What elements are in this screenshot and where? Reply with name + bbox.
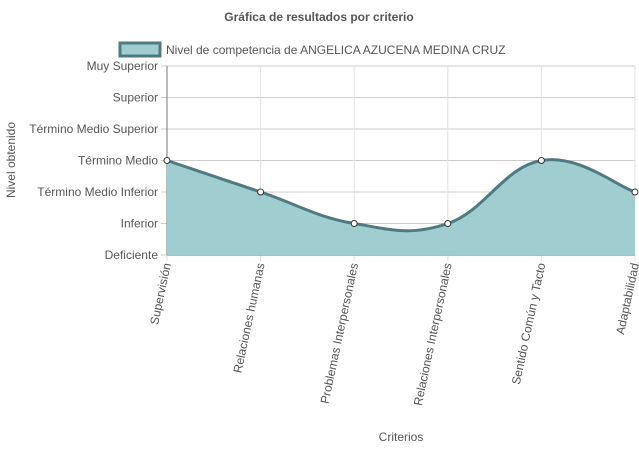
chart-title: Gráfica de resultados por criterio xyxy=(224,10,413,24)
data-point[interactable] xyxy=(444,220,452,227)
data-point[interactable] xyxy=(163,157,171,164)
y-tick-label: Muy Superior xyxy=(87,59,158,73)
y-tick-label: Término Medio Superior xyxy=(29,122,158,136)
series-fill xyxy=(167,159,635,255)
x-tick-label: Supervisión xyxy=(147,262,174,326)
legend-label: Nivel de competencia de ANGELICA AZUCENA… xyxy=(166,43,505,57)
y-tick-label: Superior xyxy=(113,91,158,105)
y-axis-label: Nivel obtenido xyxy=(4,122,18,198)
x-axis: Supervisión Relaciones humanas Problemas I… xyxy=(147,261,639,406)
legend[interactable]: Nivel de competencia de ANGELICA AZUCENA… xyxy=(118,41,505,58)
x-tick-label: Relaciones Interpersonales xyxy=(411,262,455,407)
y-tick-label: Término Medio xyxy=(78,154,158,168)
y-tick-label: Deficiente xyxy=(105,248,159,262)
series-area xyxy=(166,158,636,255)
x-tick-label: Sentido Común y Tacto xyxy=(509,261,549,385)
y-axis: Deficiente Inferior Término Medio Inferior… xyxy=(29,59,158,262)
series-line xyxy=(166,158,636,233)
data-point[interactable] xyxy=(537,157,545,164)
y-tick-label: Inferior xyxy=(121,217,158,231)
x-axis-label: Criterios xyxy=(379,430,424,444)
data-points[interactable] xyxy=(163,157,639,227)
x-tick-label: Problemas Interpersonales xyxy=(318,262,362,405)
x-tick-label: Relaciones humanas xyxy=(231,262,268,375)
x-tick-label: Adaptabilidad xyxy=(613,262,639,336)
data-point[interactable] xyxy=(350,220,358,227)
data-point[interactable] xyxy=(257,188,265,196)
data-point[interactable] xyxy=(631,188,639,196)
legend-swatch xyxy=(118,41,162,58)
y-tick-label: Término Medio Inferior xyxy=(37,185,158,199)
